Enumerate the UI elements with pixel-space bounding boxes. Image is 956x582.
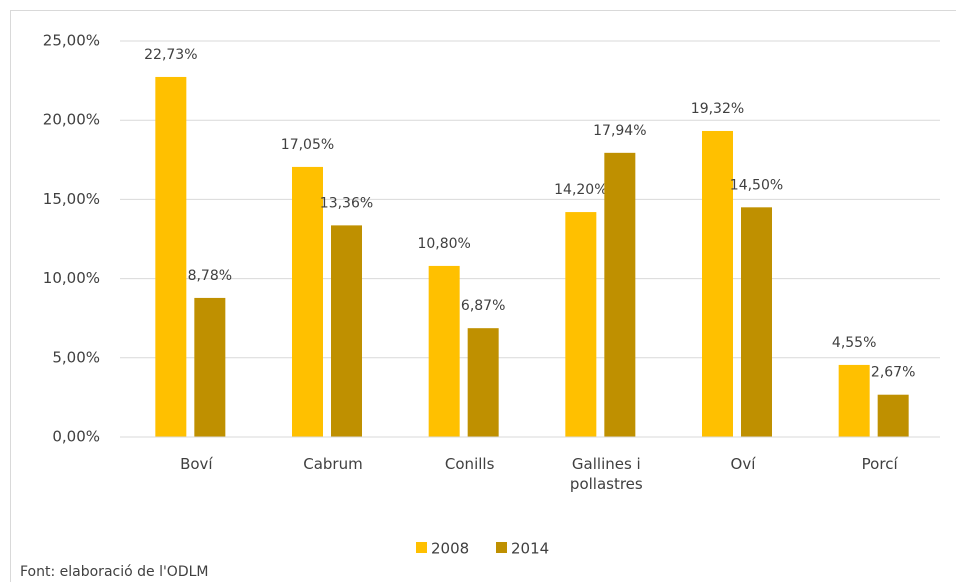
x-tick-label: Cabrum <box>303 455 363 473</box>
legend-label: 2008 <box>431 540 469 558</box>
x-tick-label: Boví <box>180 455 213 473</box>
legend-swatch <box>416 542 427 553</box>
x-tick-label: Porcí <box>861 455 898 473</box>
data-label: 17,94% <box>593 123 646 139</box>
data-label: 17,05% <box>281 137 334 153</box>
data-label: 10,80% <box>417 236 470 252</box>
data-label: 8,78% <box>188 268 232 284</box>
y-tick-label: 20,00% <box>43 111 100 129</box>
bar <box>467 328 499 437</box>
data-label: 22,73% <box>144 47 197 63</box>
data-label: 2,67% <box>871 365 915 381</box>
legend-label: 2014 <box>511 540 549 558</box>
bar <box>565 212 597 437</box>
x-tick-label: Gallines i pollastres <box>569 455 643 493</box>
bar <box>604 152 636 438</box>
bar <box>155 76 187 438</box>
y-tick-label: 15,00% <box>43 190 100 208</box>
data-label: 14,20% <box>554 182 607 198</box>
data-label: 19,32% <box>691 101 744 117</box>
bar <box>428 265 460 437</box>
bar <box>877 394 909 437</box>
bar <box>194 297 226 437</box>
y-tick-label: 25,00% <box>43 32 100 50</box>
data-label: 13,36% <box>320 195 373 211</box>
y-tick-label: 10,00% <box>43 269 100 287</box>
x-tick-label: Conills <box>444 455 495 473</box>
bar <box>331 225 362 437</box>
y-tick-label: 0,00% <box>52 428 100 446</box>
x-tick-label: Oví <box>730 455 756 473</box>
data-label: 6,87% <box>461 298 505 314</box>
bar <box>702 130 733 438</box>
source-note: Font: elaboració de l'ODLM <box>20 564 209 580</box>
bar <box>741 207 772 437</box>
data-label: 14,50% <box>730 177 783 193</box>
data-label: 4,55% <box>832 335 876 351</box>
legend-swatch <box>496 542 507 553</box>
bar <box>838 364 870 437</box>
chart-border <box>10 10 956 582</box>
bar <box>292 166 323 438</box>
y-tick-label: 5,00% <box>52 348 100 366</box>
